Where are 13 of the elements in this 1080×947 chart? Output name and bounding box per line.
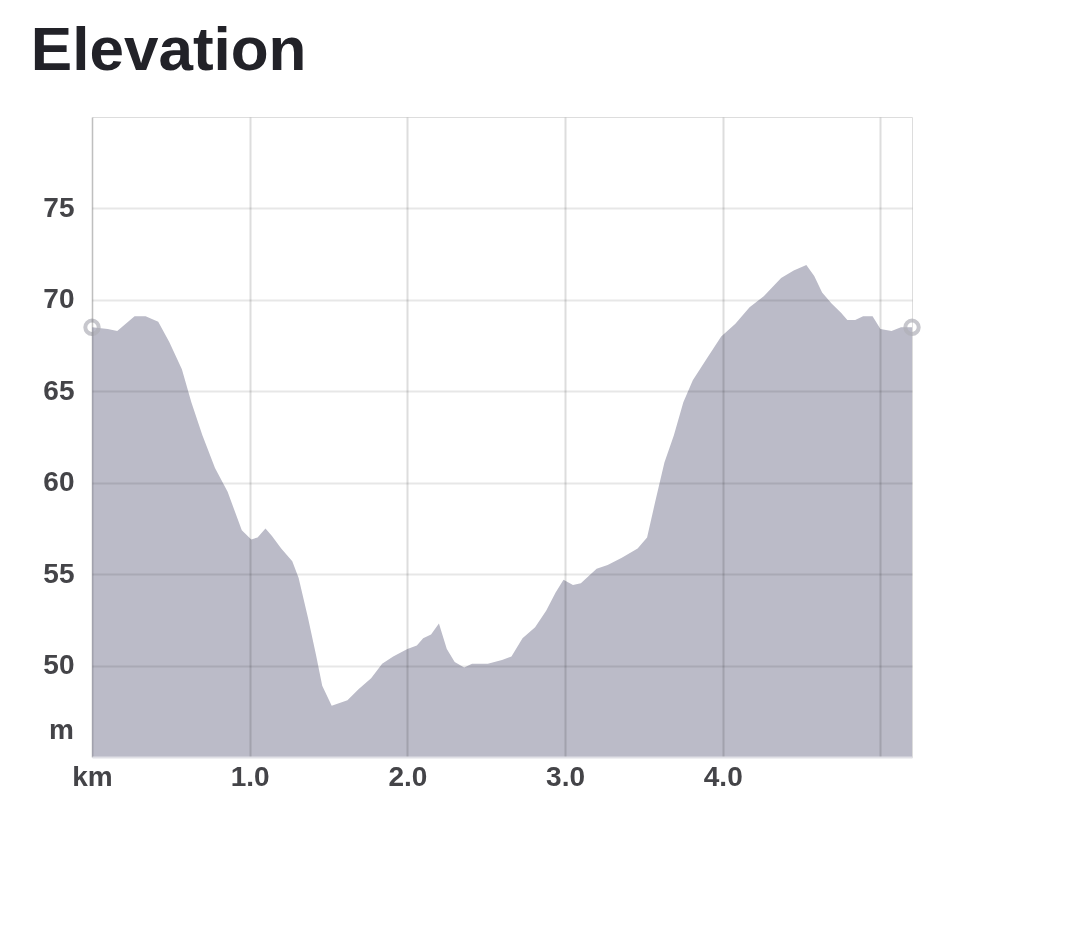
y-tick-label: 70 bbox=[43, 283, 75, 315]
y-tick-label: 50 bbox=[43, 649, 75, 681]
x-tick-label: 1.0 bbox=[230, 760, 270, 792]
x-tick-label: 2.0 bbox=[388, 760, 428, 792]
y-axis-title: m bbox=[49, 714, 74, 745]
y-tick-label: 60 bbox=[43, 466, 75, 498]
chart-title: Elevation bbox=[30, 14, 307, 83]
x-tick-label: 3.0 bbox=[546, 760, 586, 792]
y-tick-label: 75 bbox=[43, 191, 75, 223]
x-tick-label: 4.0 bbox=[703, 760, 743, 792]
y-tick-label: 55 bbox=[43, 557, 75, 589]
x-tick-label: km bbox=[72, 760, 113, 792]
y-tick-label: 65 bbox=[43, 374, 75, 406]
